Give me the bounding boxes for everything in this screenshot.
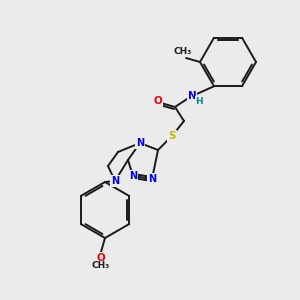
Text: O: O bbox=[97, 253, 105, 263]
Text: S: S bbox=[168, 131, 176, 141]
Text: N: N bbox=[129, 171, 137, 181]
Text: N: N bbox=[188, 91, 196, 101]
Text: O: O bbox=[154, 96, 162, 106]
Text: CH₃: CH₃ bbox=[92, 262, 110, 271]
Text: H: H bbox=[195, 97, 203, 106]
Text: N: N bbox=[111, 176, 119, 186]
Text: N: N bbox=[148, 174, 156, 184]
Text: CH₃: CH₃ bbox=[174, 46, 192, 56]
Text: N: N bbox=[136, 138, 144, 148]
